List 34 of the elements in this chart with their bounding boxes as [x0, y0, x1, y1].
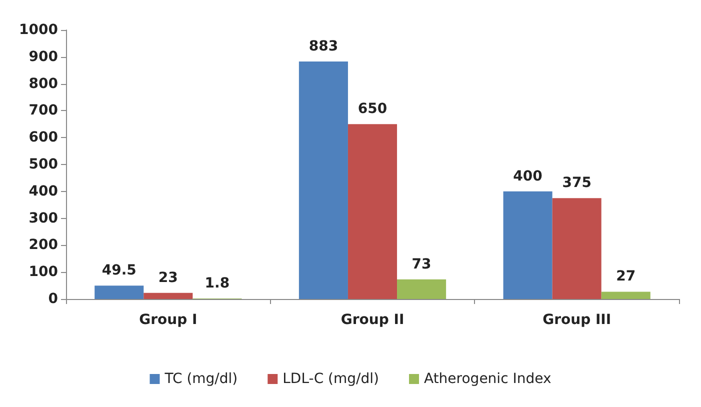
bar	[601, 292, 650, 299]
data-label: 49.5	[102, 262, 136, 279]
y-tick-label: 500	[28, 156, 58, 172]
y-tick-label: 400	[28, 183, 58, 200]
y-tick-label: 0	[48, 291, 58, 307]
y-tick-label: 1000	[19, 22, 58, 38]
x-tick-label: Group III	[542, 312, 612, 328]
y-tick-label: 300	[28, 210, 58, 226]
bar	[503, 191, 552, 299]
legend-label: TC (mg/dl)	[164, 371, 238, 387]
bar	[144, 292, 193, 299]
bar	[397, 279, 446, 299]
bar	[298, 61, 348, 299]
y-tick-label: 900	[28, 48, 58, 65]
data-label: 1.8	[204, 276, 230, 292]
bar	[94, 286, 144, 299]
x-tick-label: Group II	[340, 312, 404, 328]
bar	[348, 124, 398, 299]
data-label: 400	[513, 168, 543, 184]
data-label: 73	[412, 256, 432, 272]
legend-label: Atherogenic Index	[424, 371, 552, 387]
data-label: 27	[616, 268, 636, 285]
data-label: 23	[158, 270, 178, 286]
data-label: 650	[358, 101, 388, 118]
legend-label: LDL-C (mg/dl)	[282, 371, 379, 387]
y-tick-label: 800	[28, 76, 58, 92]
data-label: 883	[308, 38, 338, 54]
bar	[552, 198, 602, 299]
data-label: 375	[562, 175, 592, 192]
y-tick-label: 700	[28, 102, 58, 119]
y-tick-label: 600	[28, 130, 58, 146]
x-tick-label: Group I	[139, 312, 198, 328]
y-tick-label: 200	[28, 237, 58, 254]
y-tick-label: 100	[28, 264, 58, 280]
